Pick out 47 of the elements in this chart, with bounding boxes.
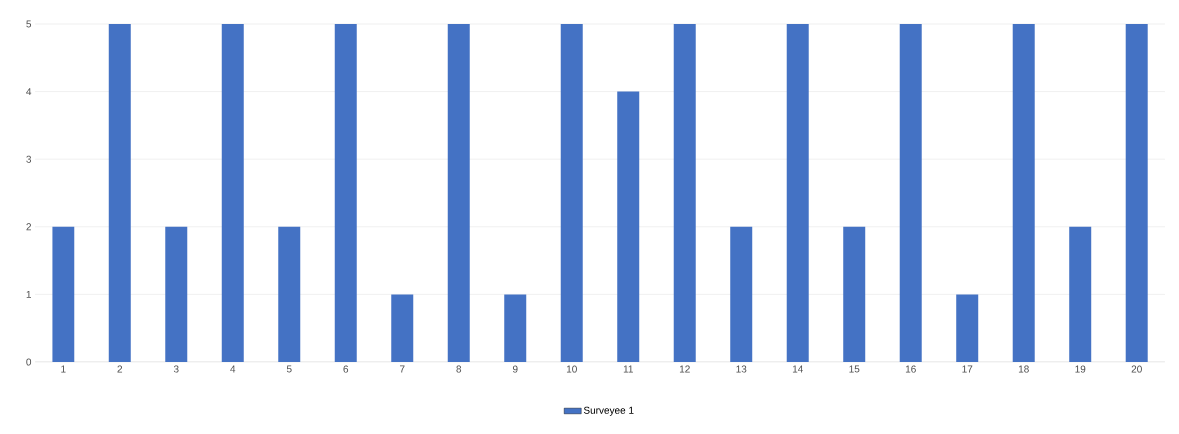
x-tick-label: 16 [905, 365, 916, 373]
x-tick-label: 20 [1131, 365, 1142, 373]
x-tick-label: 2 [117, 365, 123, 373]
bar [165, 226, 188, 362]
bar [730, 226, 753, 362]
x-tick-label: 18 [1018, 365, 1029, 373]
x-tick-label: 9 [512, 365, 518, 373]
y-tick-label: 1 [26, 290, 32, 298]
x-tick-label: 7 [399, 365, 405, 373]
bar [108, 24, 131, 362]
bar [673, 24, 696, 362]
bar [1069, 226, 1092, 362]
x-tick-label: 4 [230, 365, 236, 373]
bar [447, 24, 470, 362]
x-tick-label: 5 [286, 365, 292, 373]
x-tick-label: 8 [456, 365, 462, 373]
x-tick-label: 19 [1075, 365, 1086, 373]
x-tick-label: 12 [679, 365, 690, 373]
y-tick-label: 2 [26, 223, 31, 231]
x-tick-label: 17 [962, 365, 973, 373]
x-tick-label: 6 [343, 365, 349, 373]
bar [1125, 24, 1148, 362]
bar [391, 294, 414, 362]
y-tick-label: 0 [26, 358, 32, 366]
bar [221, 24, 244, 362]
bar [278, 226, 301, 362]
x-tick-label: 10 [566, 365, 577, 373]
bar [956, 294, 979, 362]
bar [617, 91, 640, 362]
bar [334, 24, 357, 362]
bar [1012, 24, 1035, 362]
y-tick-label: 3 [26, 155, 32, 163]
x-tick-label: 14 [792, 365, 803, 373]
bar [504, 294, 527, 362]
x-tick-label: 15 [849, 365, 860, 373]
x-tick-label: 3 [173, 365, 179, 373]
y-tick-label: 5 [26, 20, 32, 28]
bar [786, 24, 809, 362]
bar [843, 226, 866, 362]
x-tick-label: 13 [736, 365, 747, 373]
bar [52, 226, 75, 362]
bar [560, 24, 583, 362]
y-tick-label: 4 [26, 88, 32, 96]
x-tick-label: 1 [61, 365, 66, 373]
x-tick-label: 11 [623, 365, 633, 373]
legend-label: Surveyee 1 [583, 406, 634, 416]
bar [899, 24, 922, 362]
